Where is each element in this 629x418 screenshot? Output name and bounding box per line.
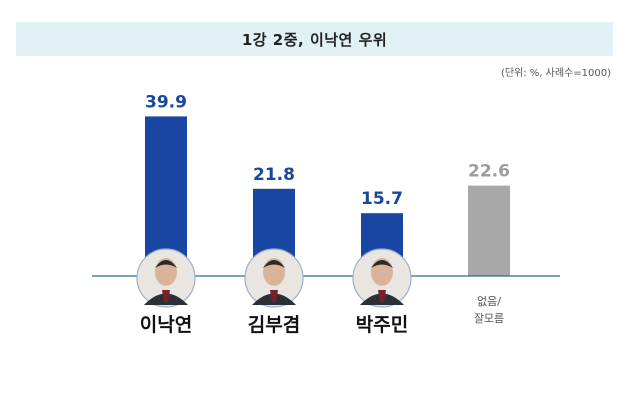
photo-hair	[155, 260, 177, 268]
photo-tie	[378, 290, 386, 302]
category-label: 김부겸	[248, 314, 300, 336]
unit-note: (단위: %, 사례수=1000)	[500, 68, 611, 79]
chart-title: 1강 2중, 이낙연 우위	[241, 30, 388, 49]
photo-tie	[270, 290, 278, 302]
candidate-photo	[352, 248, 412, 308]
bar-value-label: 22.6	[468, 162, 510, 182]
bar-value-label: 39.9	[145, 92, 187, 112]
candidate-photo	[136, 248, 196, 308]
category-label: 없음/잘모름	[474, 295, 504, 325]
category-label: 박주민	[356, 314, 408, 336]
bar	[468, 185, 510, 276]
photo-hair	[263, 260, 285, 268]
photo-tie	[162, 290, 170, 302]
chart-title-band: 1강 2중, 이낙연 우위	[16, 22, 613, 56]
candidate-photo	[244, 248, 304, 308]
photo-hair	[371, 260, 393, 268]
bar-value-label: 15.7	[361, 189, 403, 209]
bar-value-label: 21.8	[253, 165, 295, 185]
category-label: 이낙연	[140, 314, 192, 336]
